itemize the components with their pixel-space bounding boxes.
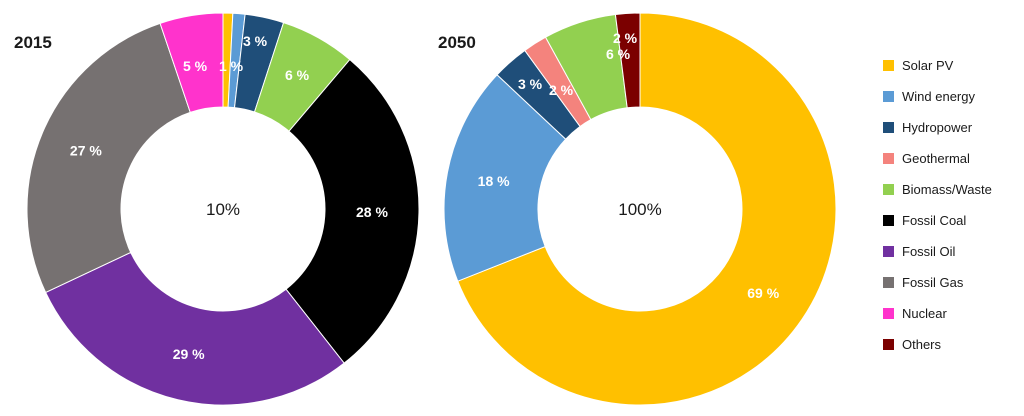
legend-swatch-hydropower [883, 122, 894, 133]
slice-fossil-oil-2015 [44, 251, 345, 406]
slice-nuclear-2015 [159, 12, 224, 114]
legend-label-hydropower: Hydropower [902, 120, 973, 135]
donut-2015: 2015 3 % 6 % 28 % 29 % 27 % 5 % 1 % 10% [14, 12, 420, 406]
slice-others-2050 [614, 12, 641, 109]
legend-label-fossil-gas: Fossil Gas [902, 275, 964, 290]
legend-swatch-nuclear [883, 308, 894, 319]
legend-label-nuclear: Nuclear [902, 306, 947, 321]
data-label-nuclear-2015: 5 % [183, 58, 208, 74]
slice-solar-pv-2050 [457, 12, 837, 406]
legend-swatch-wind-energy [883, 91, 894, 102]
chart-title-2015: 2015 [14, 33, 52, 52]
legend-swatch-geothermal [883, 153, 894, 164]
data-label-hydropower-2015: 3 % [243, 33, 268, 49]
center-label-2015: 10% [206, 200, 240, 219]
legend-swatch-fossil-gas [883, 277, 894, 288]
legend-swatch-fossil-oil [883, 246, 894, 257]
data-label-wind-energy-2050: 18 % [478, 173, 510, 189]
data-label-solar-pv-2050: 69 % [747, 285, 779, 301]
data-label-fossil-gas-2015: 27 % [70, 143, 102, 159]
legend-label-solar-pv: Solar PV [902, 58, 954, 73]
data-label-hydropower-2050: 3 % [518, 76, 543, 92]
slice-wind-energy-2050 [443, 74, 567, 282]
data-label-biomass-waste-2015: 6 % [285, 67, 310, 83]
legend-label-fossil-coal: Fossil Coal [902, 213, 966, 228]
legend-swatch-fossil-coal [883, 215, 894, 226]
legend-swatch-solar-pv [883, 60, 894, 71]
slice-fossil-coal-2015 [285, 58, 420, 364]
legend-label-others: Others [902, 337, 942, 352]
data-label-geothermal-2050: 2 % [549, 82, 574, 98]
data-label-biomass-waste-2050: 6 % [606, 46, 631, 62]
legend: Solar PV Wind energy Hydropower Geothermal B… [883, 58, 992, 352]
data-label-others-2050: 2 % [613, 30, 638, 46]
legend-label-wind-energy: Wind energy [902, 89, 975, 104]
chart-title-2050: 2050 [438, 33, 476, 52]
legend-label-fossil-oil: Fossil Oil [902, 244, 956, 259]
legend-label-biomass-waste: Biomass/Waste [902, 182, 992, 197]
data-label-fossil-oil-2015: 29 % [173, 346, 205, 362]
center-label-2050: 100% [618, 200, 661, 219]
legend-swatch-others [883, 339, 894, 350]
data-label-fossil-coal-2015: 28 % [356, 204, 388, 220]
legend-label-geothermal: Geothermal [902, 151, 970, 166]
legend-swatch-biomass-waste [883, 184, 894, 195]
slice-fossil-gas-2015 [26, 22, 191, 294]
data-label-small-2015: 1 % [219, 58, 244, 74]
